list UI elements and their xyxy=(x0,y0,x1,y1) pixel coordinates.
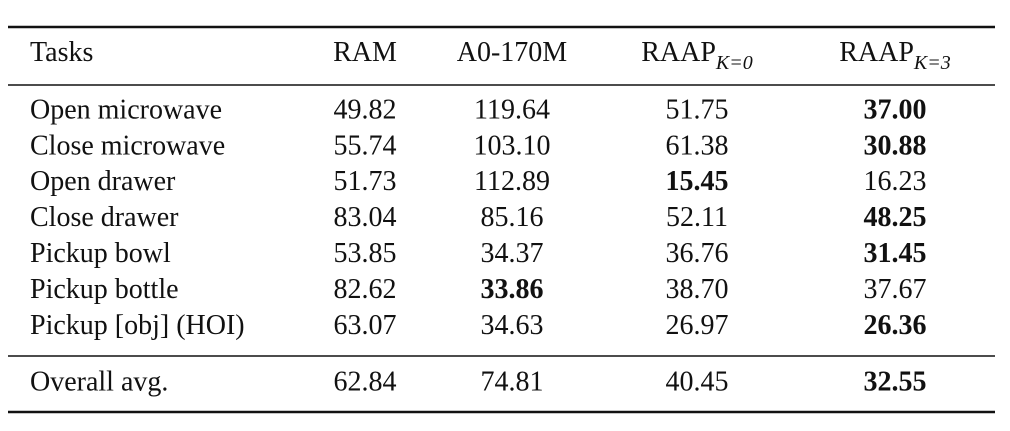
cell-value: 51.75 xyxy=(666,94,729,125)
cell-value: 33.86 xyxy=(481,274,544,305)
cell-value: 48.25 xyxy=(864,202,927,233)
cell-value: 55.74 xyxy=(334,130,397,161)
cell-value: 62.84 xyxy=(334,366,397,397)
column-header: Tasks xyxy=(30,37,93,68)
task-label: Open microwave xyxy=(30,94,222,125)
cell-value: 53.85 xyxy=(334,238,397,269)
cell-value: 103.10 xyxy=(474,130,551,161)
task-label: Close microwave xyxy=(30,130,225,161)
header-text: Tasks xyxy=(30,37,93,68)
cell-value: 112.89 xyxy=(474,166,550,197)
header-subscript: K=3 xyxy=(913,52,951,74)
header-text: A0-170M xyxy=(457,37,568,68)
cell-value: 49.82 xyxy=(334,94,397,125)
column-header: RAAPK=0 xyxy=(641,37,753,73)
task-label: Close drawer xyxy=(30,202,179,233)
header-text: RAAP xyxy=(641,37,716,68)
task-label: Pickup bowl xyxy=(30,238,171,269)
cell-value: 16.23 xyxy=(864,166,927,197)
cell-value: 34.63 xyxy=(481,310,544,341)
cell-value: 37.67 xyxy=(864,274,927,305)
cell-value: 30.88 xyxy=(864,130,927,161)
cell-value: 82.62 xyxy=(334,274,397,305)
column-header: RAM xyxy=(333,37,397,68)
header-text: RAAP xyxy=(839,37,914,68)
task-label: Open drawer xyxy=(30,166,176,197)
task-label: Pickup bottle xyxy=(30,274,179,305)
cell-value: 52.11 xyxy=(666,202,728,233)
cell-value: 32.55 xyxy=(864,366,927,397)
cell-value: 51.73 xyxy=(334,166,397,197)
cell-value: 63.07 xyxy=(334,310,397,341)
cell-value: 26.97 xyxy=(666,310,729,341)
cell-value: 37.00 xyxy=(864,94,927,125)
cell-value: 15.45 xyxy=(666,166,729,197)
cell-value: 36.76 xyxy=(666,238,729,269)
cell-value: 34.37 xyxy=(481,238,544,269)
header-text: RAM xyxy=(333,37,397,68)
cell-value: 83.04 xyxy=(334,202,397,233)
task-label: Overall avg. xyxy=(30,366,168,397)
cell-value: 40.45 xyxy=(666,366,729,397)
column-header: A0-170M xyxy=(457,37,568,68)
cell-value: 119.64 xyxy=(474,94,550,125)
cell-value: 26.36 xyxy=(864,310,927,341)
cell-value: 31.45 xyxy=(864,238,927,269)
cell-value: 38.70 xyxy=(666,274,729,305)
column-header: RAAPK=3 xyxy=(839,37,951,73)
header-subscript: K=0 xyxy=(715,52,753,74)
task-label: Pickup [obj] (HOI) xyxy=(30,310,245,341)
cell-value: 74.81 xyxy=(481,366,544,397)
cell-value: 85.16 xyxy=(481,202,544,233)
cell-value: 61.38 xyxy=(666,130,729,161)
